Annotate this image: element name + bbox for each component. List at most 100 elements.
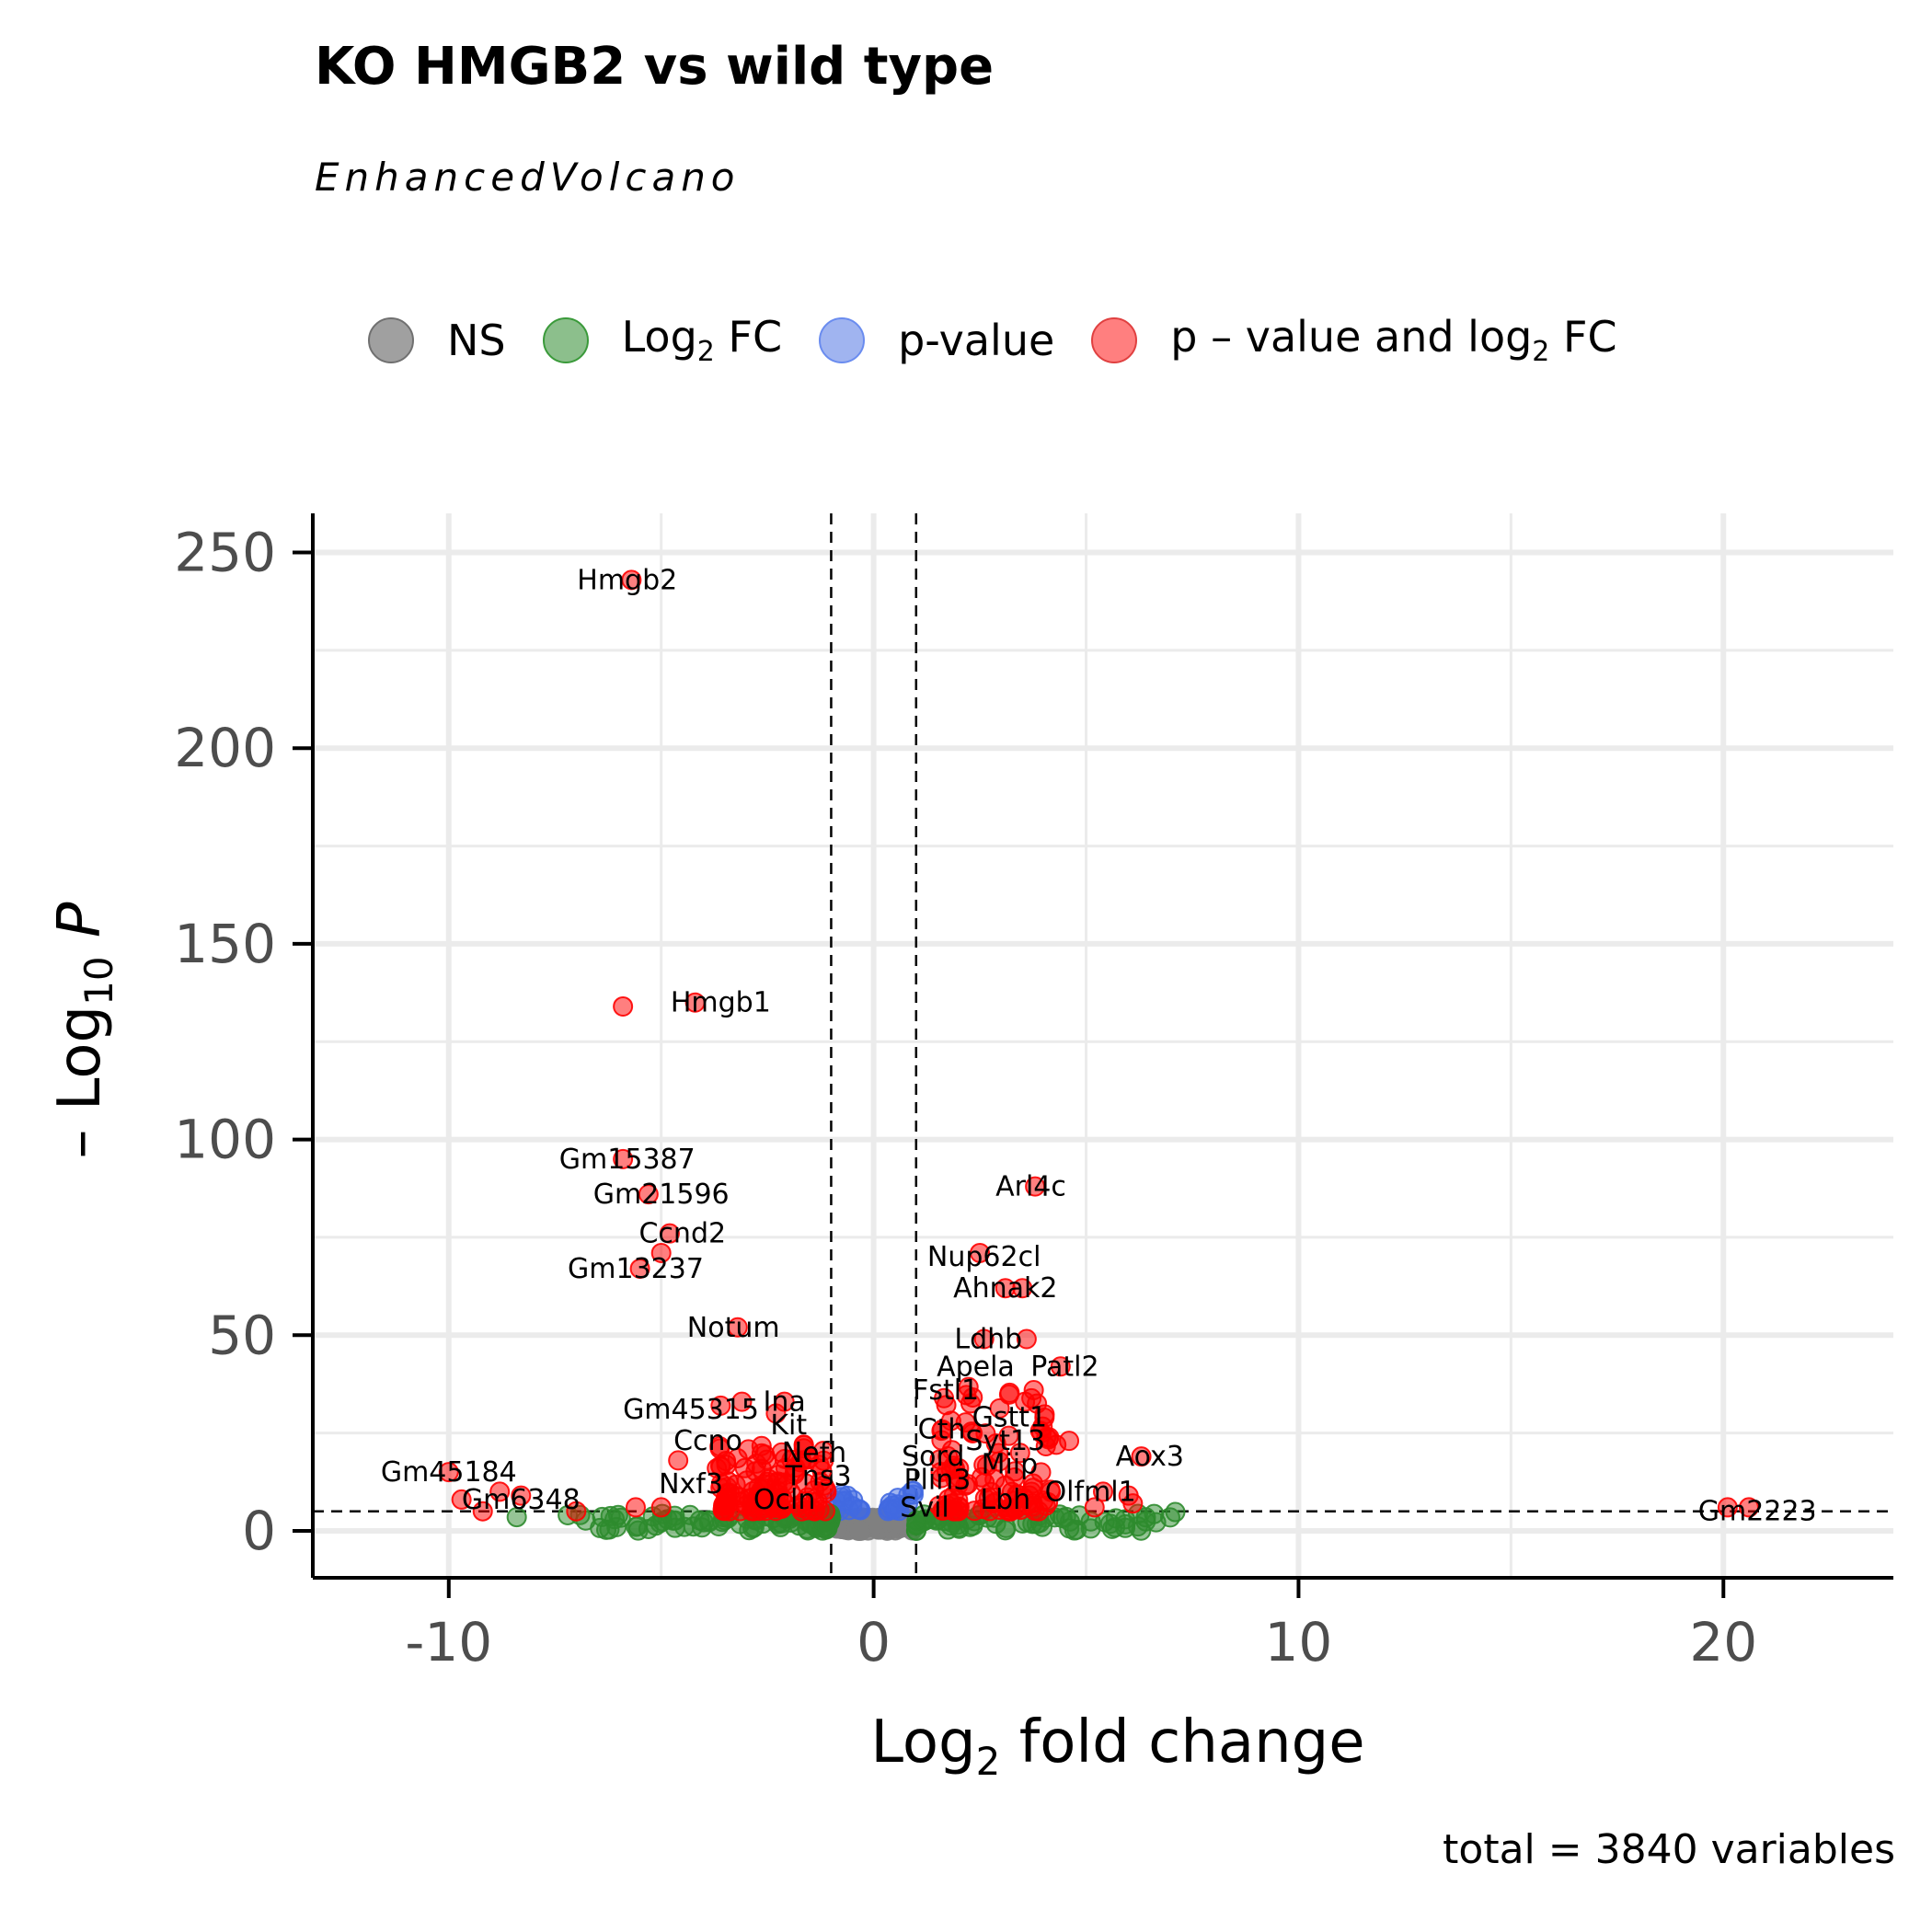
data-point <box>629 1258 650 1279</box>
data-point <box>716 1455 737 1476</box>
data-point <box>906 1510 927 1531</box>
data-point <box>848 1499 869 1520</box>
gene-label: Hmgb2 <box>577 564 677 596</box>
data-point <box>945 1470 966 1491</box>
gene-label: Lbh <box>980 1484 1030 1516</box>
data-point <box>1012 1278 1033 1299</box>
data-point <box>962 1386 983 1408</box>
data-point <box>1016 1328 1037 1350</box>
gene-label: Nup62cl <box>927 1241 1041 1273</box>
data-point <box>566 1501 587 1522</box>
data-point <box>684 992 706 1013</box>
gene-label: Gm15387 <box>559 1144 696 1176</box>
data-point <box>784 1464 805 1485</box>
legend-item-log2fc: Log2 FC <box>542 312 783 369</box>
gene-label: Hmgb1 <box>671 987 771 1019</box>
data-point <box>937 1445 959 1466</box>
data-point <box>774 1391 795 1412</box>
data-point <box>710 1395 731 1416</box>
data-point <box>1131 1446 1152 1467</box>
data-point <box>511 1485 532 1506</box>
data-point <box>1035 1495 1056 1516</box>
data-point <box>613 995 634 1017</box>
y-tick-label: 200 <box>174 717 276 779</box>
legend-dot-ns <box>368 317 414 363</box>
y-axis-label: – Log10 P <box>46 902 121 1158</box>
data-point <box>1093 1481 1113 1502</box>
gene-label: Gm13237 <box>568 1253 704 1285</box>
gene-label: Aox3 <box>1116 1441 1184 1473</box>
data-point <box>731 1391 753 1412</box>
legend-label-ns: NS <box>447 316 506 365</box>
data-point <box>742 1493 763 1514</box>
data-points <box>438 569 1759 1541</box>
data-point <box>1122 1493 1144 1514</box>
caption: total = 3840 variables <box>1443 1826 1895 1873</box>
data-point <box>1738 1497 1759 1518</box>
legend-label-pvalue: p-value <box>898 316 1055 365</box>
data-point <box>668 1450 689 1471</box>
data-point <box>884 1500 905 1521</box>
gene-label: Cth <box>918 1413 966 1445</box>
gene-label: Notum <box>687 1312 780 1344</box>
data-point <box>973 1328 995 1350</box>
gene-label: Ldhb <box>954 1324 1022 1356</box>
gene-label: Tns3 <box>785 1460 852 1492</box>
data-point <box>625 1497 646 1518</box>
data-point <box>451 1489 472 1510</box>
y-tick-label: 250 <box>174 522 276 584</box>
legend-dot-pvalue <box>819 317 866 363</box>
x-tick-label: 20 <box>1689 1611 1757 1673</box>
data-point <box>621 569 642 591</box>
data-point <box>1025 1176 1046 1197</box>
data-point <box>797 1487 818 1508</box>
data-point <box>974 1488 995 1509</box>
legend-item-both: p – value and log2 FC <box>1091 312 1617 369</box>
chart-title: KO HMGB2 vs wild type <box>315 37 995 97</box>
data-point <box>998 1384 1019 1405</box>
gene-label: Apela <box>937 1351 1015 1383</box>
data-point <box>1050 1356 1071 1377</box>
data-point <box>650 1242 672 1263</box>
gene-label: Olfml1 <box>1045 1476 1136 1508</box>
data-point <box>689 1510 710 1531</box>
data-point <box>995 1520 1016 1541</box>
data-point <box>1105 1508 1126 1529</box>
gene-label: Ccno <box>673 1425 742 1457</box>
y-tick-label: 50 <box>208 1304 276 1366</box>
gene-label: Nefh <box>782 1437 846 1469</box>
x-tick-label: 0 <box>857 1611 891 1673</box>
legend-label-log2fc: Log2 FC <box>621 312 783 369</box>
data-point <box>970 1242 991 1263</box>
gene-label: Gm45184 <box>381 1456 517 1489</box>
data-point <box>592 1506 613 1527</box>
gene-label: Ccnd2 <box>638 1218 726 1250</box>
data-point <box>1004 1467 1025 1489</box>
threshold-lines <box>313 513 1893 1578</box>
data-point <box>1144 1503 1165 1524</box>
data-point <box>1059 1431 1080 1452</box>
data-point <box>1022 1473 1043 1494</box>
gene-label: Gstt1 <box>972 1402 1048 1434</box>
chart-subtitle: EnhancedVolcano <box>315 155 741 200</box>
legend-label-both: p – value and log2 FC <box>1170 312 1617 369</box>
data-point <box>1009 1443 1030 1464</box>
x-tick-label: -10 <box>405 1611 492 1673</box>
grid-lines <box>313 513 1893 1578</box>
data-point <box>489 1481 511 1502</box>
data-point <box>1084 1497 1105 1518</box>
gene-label: Gm2223 <box>1698 1496 1817 1528</box>
gene-label: Svil <box>900 1491 949 1524</box>
data-point <box>799 1448 820 1469</box>
y-tick-label: 0 <box>242 1500 276 1562</box>
data-point <box>989 1397 1010 1419</box>
axes: 0 50 100 150 200 250 -10 0 10 20 <box>174 513 1893 1673</box>
gene-label: Ocln <box>753 1484 815 1516</box>
gene-label: Gm45315 <box>623 1394 759 1426</box>
x-tick-label: 10 <box>1265 1611 1333 1673</box>
data-point <box>961 1421 983 1443</box>
legend-item-ns: NS <box>368 316 506 365</box>
data-point <box>638 1184 659 1205</box>
data-point <box>472 1501 493 1522</box>
data-point <box>1034 1407 1055 1428</box>
